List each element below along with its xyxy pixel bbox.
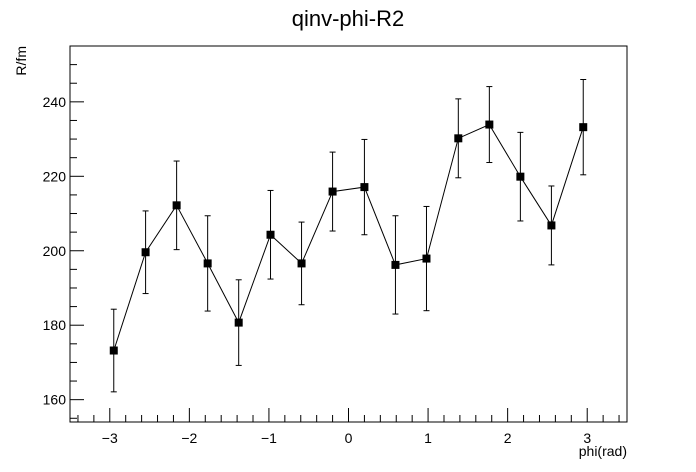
x-tick-label: 0 (345, 430, 353, 446)
y-tick-label: 220 (43, 168, 67, 184)
x-tick-label: 1 (424, 430, 432, 446)
x-tick-label: 2 (504, 430, 512, 446)
y-axis-title: R/fm (13, 46, 29, 76)
data-point (234, 318, 243, 327)
data-series (109, 79, 588, 393)
data-point (579, 123, 588, 132)
y-tick-label: 200 (43, 243, 67, 259)
data-point (391, 260, 400, 269)
data-point (172, 201, 181, 210)
data-point (516, 172, 525, 181)
data-point (297, 259, 306, 268)
y-tick-label: 160 (43, 392, 67, 408)
plot-frame (69, 45, 628, 423)
x-tick-label: −1 (261, 430, 277, 446)
chart-title: qinv-phi-R2 (292, 6, 405, 31)
data-point (360, 183, 369, 192)
data-point (266, 230, 275, 239)
y-tick-label: 180 (43, 317, 67, 333)
data-point (109, 346, 118, 355)
y-axis: 160 180 200 220 240 (43, 64, 84, 419)
x-tick-label: −3 (102, 430, 118, 446)
data-point (328, 187, 337, 196)
data-point (422, 254, 431, 263)
data-point (203, 259, 212, 268)
data-point (485, 120, 494, 129)
data-point (141, 248, 150, 257)
y-tick-label: 240 (43, 94, 67, 110)
series-line (113, 123, 584, 351)
x-axis-title: phi(rad) (579, 443, 627, 459)
x-tick-label: −2 (181, 430, 197, 446)
x-axis: −3 −2 −1 0 1 2 3 (77, 408, 620, 446)
data-point (454, 134, 463, 143)
data-point (547, 221, 556, 230)
x-tick-label: 3 (583, 430, 591, 446)
